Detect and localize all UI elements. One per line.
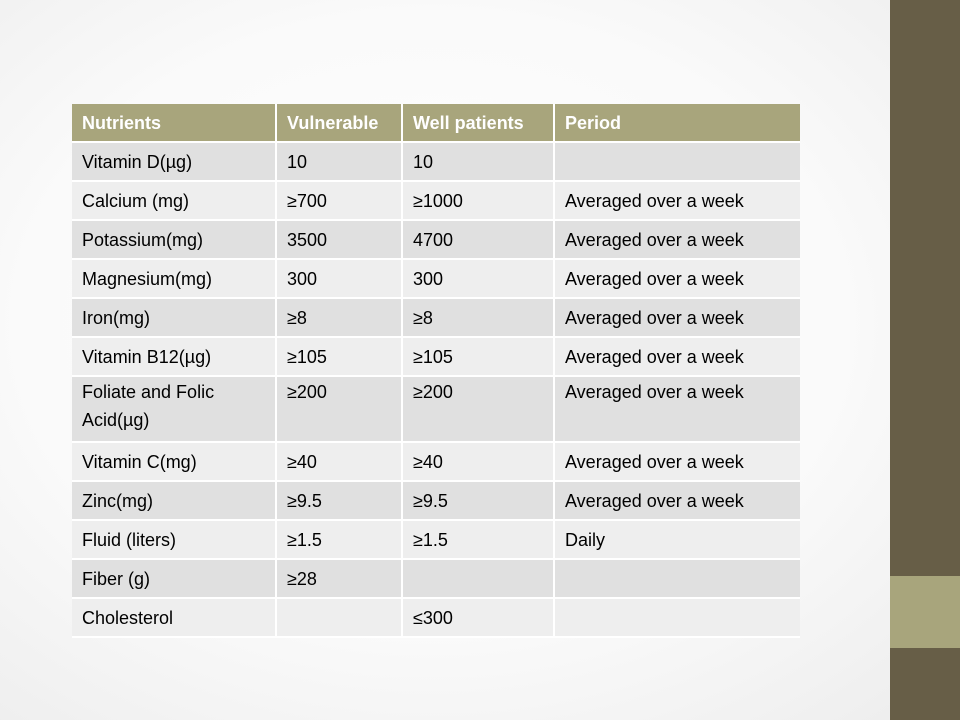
cell-vulnerable: ≥700 (277, 182, 403, 221)
cell-nutrient: Fiber (g) (72, 560, 277, 599)
cell-well-patients: ≥8 (403, 299, 555, 338)
cell-nutrient: Foliate and Folic Acid(µg) (72, 377, 277, 443)
table-row: Foliate and Folic Acid(µg) ≥200 ≥200 Ave… (72, 377, 800, 443)
cell-nutrient: Vitamin C(mg) (72, 443, 277, 482)
table-row: Cholesterol ≤300 (72, 599, 800, 638)
table-row: Iron(mg) ≥8 ≥8 Averaged over a week (72, 299, 800, 338)
cell-period: Averaged over a week (555, 443, 800, 482)
cell-well-patients: ≥1.5 (403, 521, 555, 560)
table-row: Fiber (g) ≥28 (72, 560, 800, 599)
cell-vulnerable: ≥200 (277, 377, 403, 443)
cell-period: Averaged over a week (555, 260, 800, 299)
cell-vulnerable (277, 599, 403, 638)
cell-period: Averaged over a week (555, 338, 800, 377)
table-row: Vitamin C(mg) ≥40 ≥40 Averaged over a we… (72, 443, 800, 482)
cell-well-patients: ≤300 (403, 599, 555, 638)
cell-well-patients: ≥200 (403, 377, 555, 443)
cell-vulnerable: 10 (277, 143, 403, 182)
table-row: Fluid (liters) ≥1.5 ≥1.5 Daily (72, 521, 800, 560)
cell-well-patients: ≥9.5 (403, 482, 555, 521)
cell-nutrient: Fluid (liters) (72, 521, 277, 560)
side-accent-block (890, 576, 960, 648)
cell-period: Daily (555, 521, 800, 560)
header-nutrients: Nutrients (72, 104, 277, 143)
table-row: Vitamin B12(µg) ≥105 ≥105 Averaged over … (72, 338, 800, 377)
cell-well-patients: ≥40 (403, 443, 555, 482)
table-header-row: Nutrients Vulnerable Well patients Perio… (72, 104, 800, 143)
cell-vulnerable: ≥40 (277, 443, 403, 482)
cell-period (555, 143, 800, 182)
cell-period: Averaged over a week (555, 377, 800, 443)
cell-vulnerable: ≥9.5 (277, 482, 403, 521)
cell-vulnerable: ≥28 (277, 560, 403, 599)
cell-nutrient: Vitamin B12(µg) (72, 338, 277, 377)
cell-well-patients-text: ≥200 (413, 382, 453, 402)
table-row: Potassium(mg) 3500 4700 Averaged over a … (72, 221, 800, 260)
cell-well-patients (403, 560, 555, 599)
cell-period: Averaged over a week (555, 182, 800, 221)
header-period: Period (555, 104, 800, 143)
cell-vulnerable: ≥105 (277, 338, 403, 377)
cell-vulnerable-text: ≥200 (287, 382, 327, 402)
table-row: Magnesium(mg) 300 300 Averaged over a we… (72, 260, 800, 299)
cell-nutrient: Vitamin D(µg) (72, 143, 277, 182)
cell-well-patients: 300 (403, 260, 555, 299)
cell-vulnerable: 3500 (277, 221, 403, 260)
cell-period: Averaged over a week (555, 221, 800, 260)
cell-nutrient-text: Foliate and Folic Acid(µg) (82, 382, 215, 430)
cell-period (555, 599, 800, 638)
cell-vulnerable: ≥8 (277, 299, 403, 338)
cell-period: Averaged over a week (555, 299, 800, 338)
cell-well-patients: ≥105 (403, 338, 555, 377)
header-well-patients: Well patients (403, 104, 555, 143)
table-row: Vitamin D(µg) 10 10 (72, 143, 800, 182)
cell-nutrient: Zinc(mg) (72, 482, 277, 521)
cell-vulnerable: ≥1.5 (277, 521, 403, 560)
cell-well-patients: 10 (403, 143, 555, 182)
cell-nutrient: Magnesium(mg) (72, 260, 277, 299)
header-vulnerable: Vulnerable (277, 104, 403, 143)
table-row: Calcium (mg) ≥700 ≥1000 Averaged over a … (72, 182, 800, 221)
cell-nutrient: Potassium(mg) (72, 221, 277, 260)
cell-period: Averaged over a week (555, 482, 800, 521)
cell-period (555, 560, 800, 599)
table-row: Zinc(mg) ≥9.5 ≥9.5 Averaged over a week (72, 482, 800, 521)
cell-period-text: Averaged over a week (565, 382, 744, 402)
cell-nutrient: Cholesterol (72, 599, 277, 638)
nutrient-table: Nutrients Vulnerable Well patients Perio… (72, 104, 800, 638)
cell-nutrient: Iron(mg) (72, 299, 277, 338)
cell-nutrient: Calcium (mg) (72, 182, 277, 221)
cell-well-patients: 4700 (403, 221, 555, 260)
cell-well-patients: ≥1000 (403, 182, 555, 221)
cell-vulnerable: 300 (277, 260, 403, 299)
